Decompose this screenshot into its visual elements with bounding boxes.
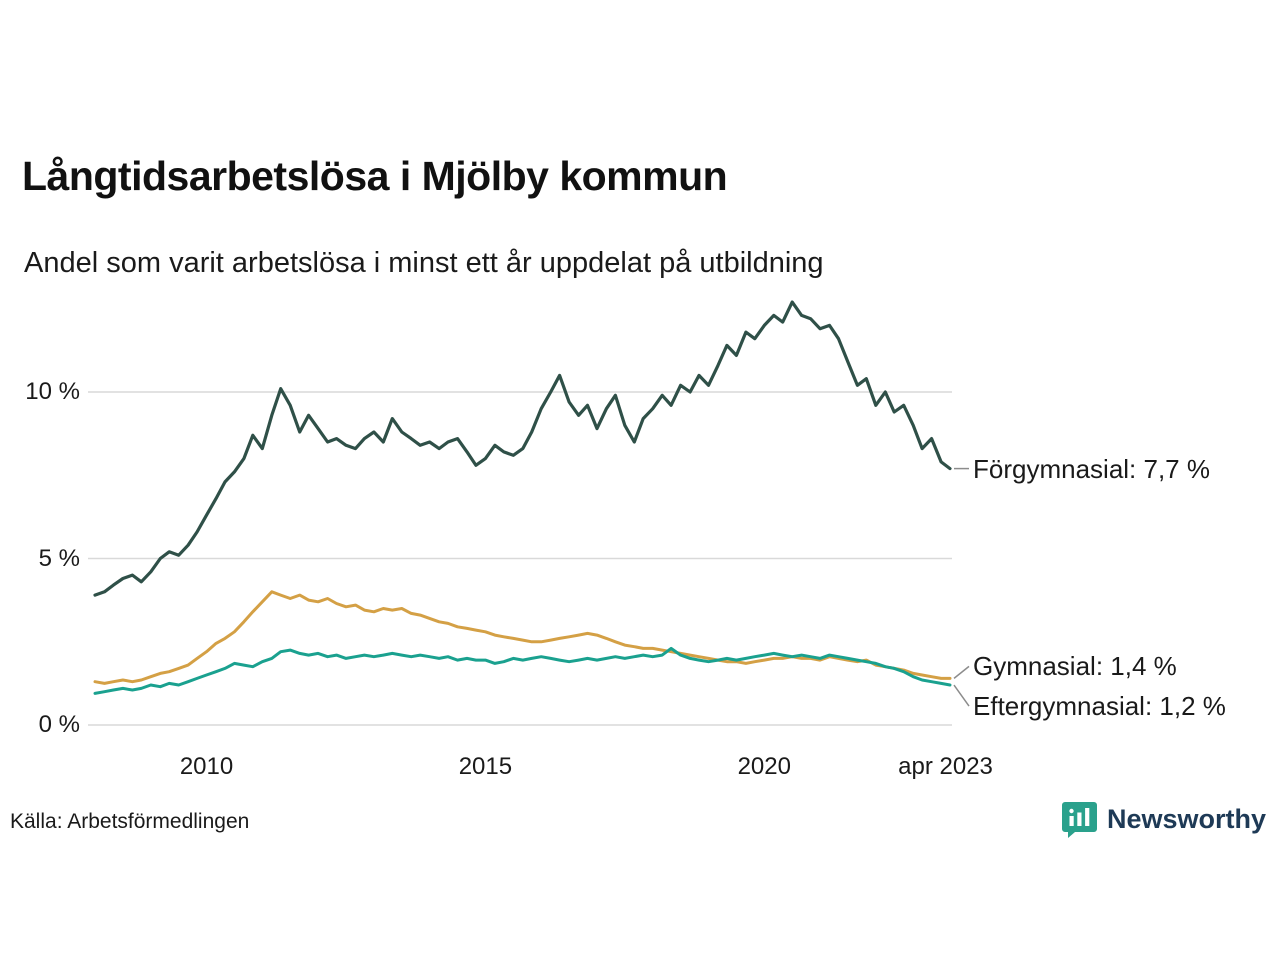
y-axis-label: 0 % bbox=[38, 711, 80, 738]
x-axis-label: 2020 bbox=[737, 753, 791, 780]
label-connector bbox=[953, 684, 970, 707]
x-axis-label: 2010 bbox=[179, 753, 234, 780]
x-axis-label: apr 2023 bbox=[898, 753, 993, 780]
brand-logo: Newsworthy bbox=[1061, 800, 1266, 838]
label-connector bbox=[953, 665, 970, 679]
chart-subtitle: Andel som varit arbetslösa i minst ett å… bbox=[24, 247, 824, 279]
newsworthy-icon bbox=[1061, 802, 1097, 838]
x-axis-label: 2015 bbox=[458, 753, 513, 780]
page-title: Långtidsarbetslösa i Mjölby kommun bbox=[22, 153, 728, 200]
series-line-gymnasial bbox=[93, 590, 952, 685]
source-note: Källa: Arbetsförmedlingen bbox=[10, 810, 250, 833]
y-axis-label: 10 % bbox=[25, 378, 80, 405]
y-axis-label: 5 % bbox=[38, 544, 80, 572]
brand-name: Newsworthy bbox=[1106, 803, 1266, 834]
series-line-förgymnasial bbox=[93, 300, 952, 597]
series-line-eftergymnasial bbox=[93, 646, 952, 695]
series-label-eftergymnasial: Eftergymnasial: 1,2 % bbox=[973, 691, 1226, 722]
series-label-gymnasial: Gymnasial: 1,4 % bbox=[973, 651, 1177, 682]
series-label-förgymnasial: Förgymnasial: 7,7 % bbox=[973, 453, 1210, 484]
